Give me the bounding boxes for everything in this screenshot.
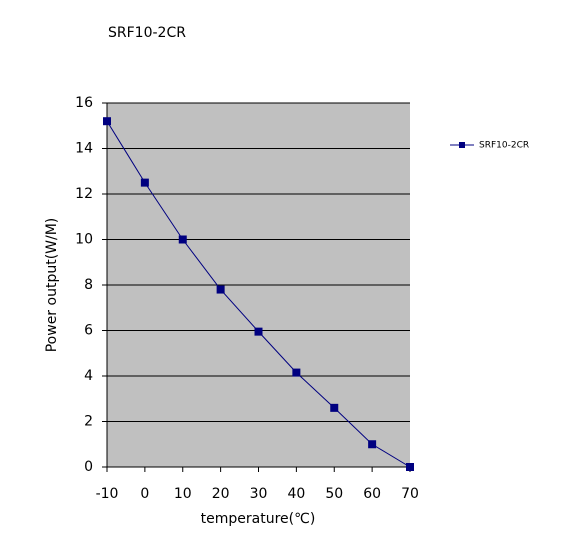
marker bbox=[216, 285, 225, 294]
x-tick-label: -10 bbox=[96, 486, 119, 502]
y-tick-label: 0 bbox=[84, 459, 93, 475]
y-tick-label: 12 bbox=[75, 186, 93, 202]
y-tick-label: 14 bbox=[75, 141, 93, 157]
marker bbox=[330, 403, 339, 412]
x-tick-label: 30 bbox=[250, 486, 268, 502]
marker bbox=[368, 440, 377, 449]
y-tick-label: 8 bbox=[84, 277, 93, 293]
x-tick-label: 40 bbox=[287, 486, 305, 502]
legend-marker bbox=[459, 142, 465, 148]
marker bbox=[178, 235, 187, 244]
x-tick-label: 20 bbox=[212, 486, 230, 502]
y-tick-label: 2 bbox=[84, 414, 93, 430]
marker bbox=[254, 327, 263, 336]
x-tick-label: 70 bbox=[401, 486, 419, 502]
marker bbox=[406, 463, 414, 471]
y-axis-label: Power output(W/M) bbox=[44, 218, 60, 353]
x-axis-label: temperature(℃) bbox=[201, 511, 316, 527]
y-tick-label: 4 bbox=[84, 368, 93, 384]
y-tick-label: 6 bbox=[84, 323, 93, 339]
x-tick-label: 10 bbox=[174, 486, 192, 502]
marker bbox=[292, 368, 301, 377]
marker bbox=[103, 117, 111, 126]
y-tick-label: 10 bbox=[75, 232, 93, 248]
x-tick-label: 0 bbox=[140, 486, 149, 502]
x-tick-label: 60 bbox=[363, 486, 381, 502]
marker bbox=[140, 178, 149, 187]
chart-title: SRF10-2CR bbox=[108, 25, 186, 41]
x-tick-label: 50 bbox=[325, 486, 343, 502]
legend-label: SRF10-2CR bbox=[479, 141, 529, 151]
y-tick-label: 16 bbox=[75, 95, 93, 111]
